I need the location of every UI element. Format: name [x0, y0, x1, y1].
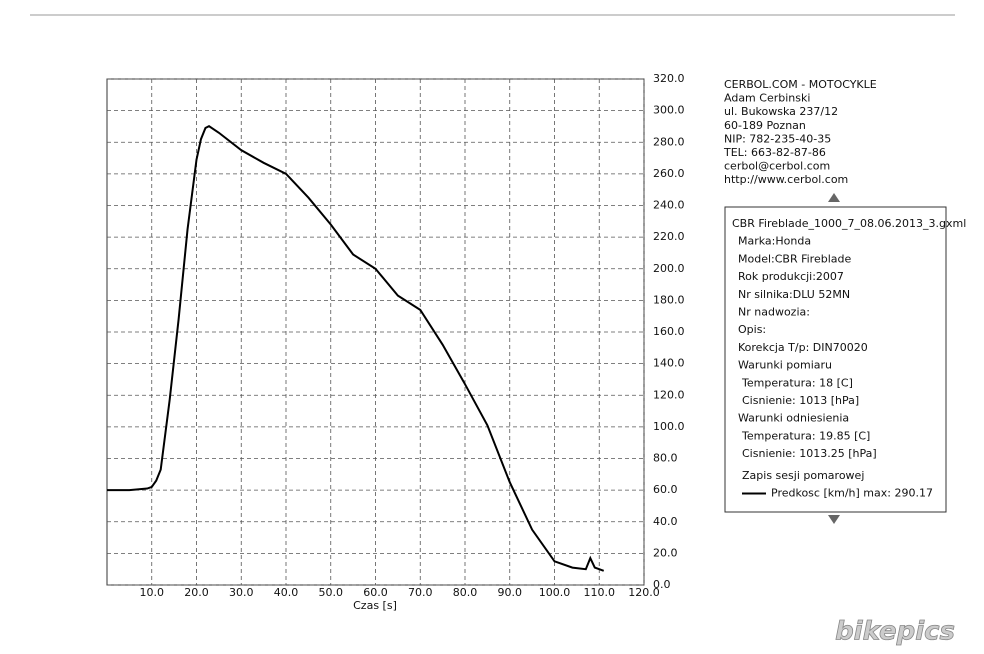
info-field: Model:CBR Fireblade	[738, 252, 851, 265]
y-tick-label: 140.0	[653, 357, 685, 370]
info-field: Nr nadwozia:	[738, 306, 810, 319]
file-name: CBR Fireblade_1000_7_08.06.2013_3.gxml	[732, 217, 966, 230]
x-tick-label: 120.0	[628, 586, 660, 599]
x-tick-label: 70.0	[408, 586, 433, 599]
y-tick-label: 60.0	[653, 483, 678, 496]
y-tick-label: 40.0	[653, 515, 678, 528]
data-line	[107, 125, 605, 572]
y-tick-label: 100.0	[653, 420, 685, 433]
y-tick-label: 160.0	[653, 325, 685, 338]
y-tick-label: 240.0	[653, 199, 685, 212]
x-tick-label: 40.0	[274, 586, 299, 599]
legend-entry: Predkosc [km/h] max: 290.17	[771, 487, 933, 500]
y-tick-label: 280.0	[653, 135, 685, 148]
y-tick-label: 220.0	[653, 230, 685, 243]
y-tick-label: 0.0	[653, 578, 671, 591]
company-line: cerbol@cerbol.com	[724, 160, 830, 173]
x-tick-label: 20.0	[184, 586, 209, 599]
info-field: Korekcja T/p: DIN70020	[738, 341, 868, 354]
info-box	[724, 206, 947, 513]
y-tick-label: 300.0	[653, 104, 685, 117]
y-tick-label: 20.0	[653, 546, 678, 559]
condition-item: Cisnienie: 1013.25 [hPa]	[742, 447, 877, 460]
company-line: NIP: 782-235-40-35	[724, 132, 831, 145]
y-tick-label: 260.0	[653, 167, 685, 180]
y-tick-label: 320.0	[653, 72, 685, 85]
x-axis-label: Czas [s]	[353, 599, 397, 612]
condition-item: Cisnienie: 1013 [hPa]	[742, 394, 859, 407]
conditions-title: Warunki pomiaru	[738, 359, 832, 372]
company-line: ul. Bukowska 237/12	[724, 105, 838, 118]
company-line: 60-189 Poznan	[724, 119, 806, 132]
company-line: CERBOL.COM - MOTOCYKLE	[724, 78, 877, 91]
info-field: Opis:	[738, 323, 766, 336]
condition-item: Temperatura: 18 [C]	[741, 376, 853, 389]
info-field: Marka:Honda	[738, 235, 811, 248]
company-line: http://www.cerbol.com	[724, 173, 848, 186]
scroll-down[interactable]	[828, 515, 840, 524]
y-tick-label: 180.0	[653, 293, 685, 306]
scroll-up[interactable]	[828, 193, 840, 202]
x-tick-label: 80.0	[453, 586, 478, 599]
x-tick-label: 50.0	[319, 586, 344, 599]
x-tick-label: 90.0	[498, 586, 523, 599]
info-field: Rok produkcji:2007	[738, 270, 844, 283]
y-tick-label: 80.0	[653, 452, 678, 465]
y-tick-label: 200.0	[653, 262, 685, 275]
conditions-title: Warunki odniesienia	[738, 412, 849, 425]
y-tick-label: 120.0	[653, 388, 685, 401]
company-line: Adam Cerbinski	[724, 92, 810, 105]
x-tick-label: 110.0	[584, 586, 616, 599]
watermark: bikepics	[835, 617, 955, 647]
x-tick-label: 10.0	[140, 586, 165, 599]
company-line: TEL: 663-82-87-86	[723, 146, 826, 159]
x-tick-label: 100.0	[539, 586, 571, 599]
x-tick-label: 60.0	[363, 586, 388, 599]
condition-item: Temperatura: 19.85 [C]	[741, 429, 870, 442]
x-tick-label: 30.0	[229, 586, 254, 599]
session-title: Zapis sesji pomarowej	[742, 469, 864, 482]
info-field: Nr silnika:DLU 52MN	[738, 288, 850, 301]
